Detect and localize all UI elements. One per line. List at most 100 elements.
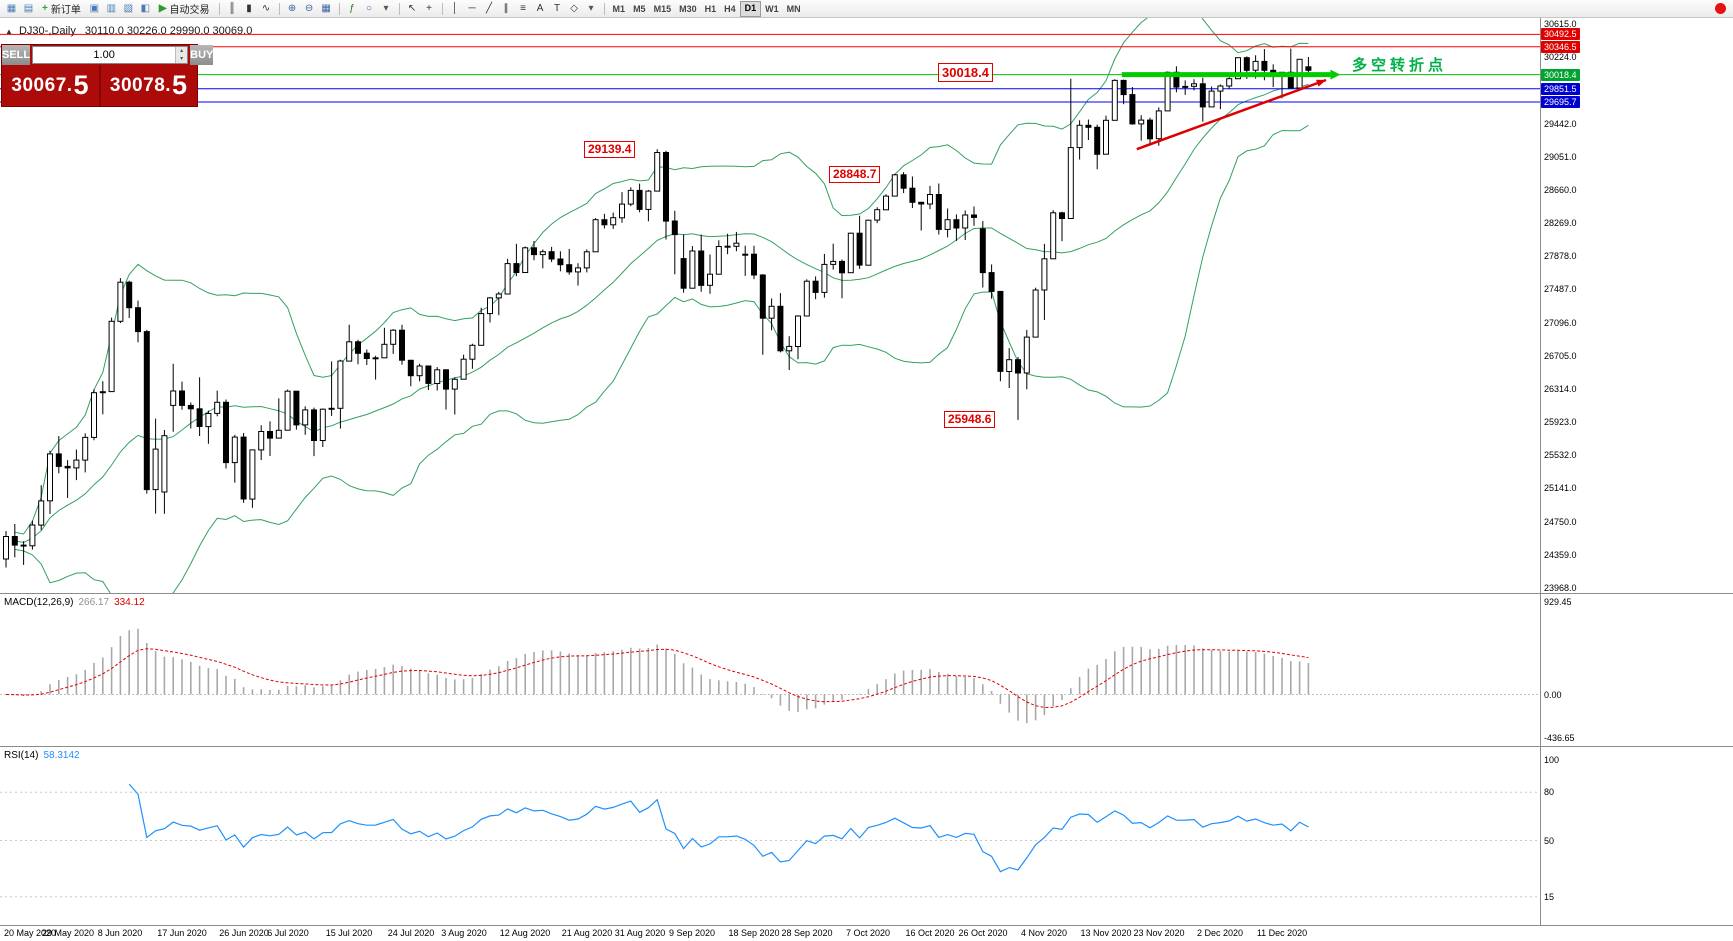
indicators-icon[interactable]: ƒ — [349, 3, 355, 14]
auto-trading-button[interactable]: ▶ 自动交易 — [154, 1, 215, 16]
price-axis-label: 28269.0 — [1544, 218, 1577, 228]
auto-trading-button-label: 自动交易 — [169, 5, 210, 16]
tile-windows-icon[interactable]: ▦ — [321, 3, 331, 14]
new-chart-icon[interactable]: ▦ — [6, 3, 17, 14]
price-axis-label: 25141.0 — [1544, 483, 1577, 493]
volume-increase-button[interactable]: ▴ — [176, 47, 188, 55]
time-axis-label: 16 Oct 2020 — [905, 928, 955, 938]
price-axis-label: 25923.0 — [1544, 417, 1577, 427]
timeframe-h4[interactable]: H4 — [724, 3, 736, 14]
price-axis-label: 29051.0 — [1544, 152, 1577, 162]
main-chart[interactable] — [0, 18, 1541, 594]
bar-chart-icon[interactable]: ║ — [228, 3, 236, 14]
price-axis-label: 30224.0 — [1544, 52, 1577, 62]
panel-separator-rsi[interactable] — [0, 746, 1733, 747]
time-axis-label: 28 Sep 2020 — [781, 928, 833, 938]
periods-icon[interactable]: ○ — [366, 3, 373, 14]
profiles-icon[interactable]: ▤ — [23, 3, 34, 14]
zoom-out-icon[interactable]: ⊖ — [304, 3, 314, 14]
data-window-icon[interactable]: ▧ — [123, 3, 134, 14]
timeframe-mn[interactable]: MN — [786, 3, 801, 14]
price-label-25948[interactable]: 25948.6 — [944, 411, 996, 428]
timeframe-d1[interactable]: D1 — [739, 0, 762, 17]
chart-title: ▲ DJ30-,Daily 30110.0 30226.0 29990.0 30… — [5, 25, 252, 37]
time-axis-label: 18 Sep 2020 — [728, 928, 780, 938]
sell-button[interactable]: SELL — [2, 45, 31, 65]
price-axis-label: 28660.0 — [1544, 185, 1577, 195]
new-order-button-label: 新订单 — [50, 5, 81, 16]
price-label-29139[interactable]: 29139.4 — [584, 141, 636, 158]
time-axis-label: 3 Aug 2020 — [441, 928, 487, 938]
label-icon[interactable]: T — [553, 3, 561, 14]
charts-icon[interactable]: ▣ — [89, 3, 100, 14]
auto-trading-button-icon: ▶ — [158, 3, 167, 14]
rsi-label: RSI(14) 58.3142 — [4, 750, 80, 761]
toolbar-separator — [218, 2, 220, 15]
panel-separator-macd[interactable] — [0, 593, 1733, 594]
buy-button[interactable]: BUY — [190, 45, 214, 65]
price-axis-label: 26314.0 — [1544, 384, 1577, 394]
time-axis-label: 4 Nov 2020 — [1020, 928, 1068, 938]
sell-price[interactable]: 30067. 5 — [2, 65, 101, 106]
macd-axis-label: -436.65 — [1544, 733, 1575, 743]
shapes-icon[interactable]: ◇ — [570, 3, 578, 14]
time-axis-label: 13 Nov 2020 — [1080, 928, 1132, 938]
crosshair-icon[interactable]: + — [426, 3, 432, 14]
trendline-icon[interactable]: ╱ — [486, 3, 493, 14]
navigator-icon[interactable]: ◧ — [140, 3, 151, 14]
timeframe-m1[interactable]: M1 — [612, 3, 626, 14]
horizontal-line-icon[interactable]: ─ — [468, 3, 476, 14]
price-axis-label: 24750.0 — [1544, 517, 1577, 527]
arrows-dropdown-icon[interactable]: ▾ — [588, 3, 594, 14]
toolbar-separator — [603, 2, 605, 15]
volume-input[interactable] — [33, 47, 176, 63]
templates-dropdown-icon[interactable]: ▾ — [383, 3, 389, 14]
cursor-icon[interactable]: ↖ — [407, 3, 417, 14]
toolbar-separator — [338, 2, 340, 15]
time-axis-label: 23 Nov 2020 — [1133, 928, 1185, 938]
toolbar: ▦ ▤ + 新订单 ▣ ▥ ▧ ◧ ▶ 自动交易 ║ ▮ ∿ ⊕ ⊖ ▦ ƒ ○ ▾ ↖ + │ ─ ╱ ∥ ≡ A T ◇ ▾ M1 M5 M… — [0, 0, 1733, 18]
time-axis-label: 20 May 2020 — [3, 928, 57, 938]
candlestick-icon[interactable]: ▮ — [246, 3, 252, 14]
time-axis-label: 9 Sep 2020 — [668, 928, 716, 938]
zoom-in-icon[interactable]: ⊕ — [287, 3, 297, 14]
price-label-28848[interactable]: 28848.7 — [829, 166, 881, 183]
rsi-axis-label: 80 — [1544, 787, 1555, 797]
turning-point-label[interactable]: 多空转折点 — [1352, 57, 1448, 74]
rsi-axis-label: 15 — [1544, 892, 1555, 902]
time-axis-label: 26 Jun 2020 — [219, 928, 269, 938]
one-click-toggle-icon[interactable]: ▲ — [5, 27, 13, 36]
timeframe-w1[interactable]: W1 — [765, 3, 779, 14]
timeframe-m30[interactable]: M30 — [679, 3, 697, 14]
toolbar-separator — [398, 2, 400, 15]
price-axis-label: 24359.0 — [1544, 550, 1577, 560]
rsi-axis-label: 100 — [1544, 755, 1560, 765]
timeframe-m5[interactable]: M5 — [633, 3, 646, 14]
fibonacci-icon[interactable]: ≡ — [520, 3, 526, 14]
buy-price[interactable]: 30078. 5 — [109, 70, 188, 100]
text-icon[interactable]: A — [536, 3, 544, 14]
macd-axis-label: 0.00 — [1544, 690, 1562, 700]
channel-icon[interactable]: ∥ — [503, 3, 509, 14]
volume-decrease-button[interactable]: ▾ — [176, 55, 188, 63]
macd-label: MACD(12,26,9) 266.17 334.12 — [4, 597, 145, 608]
timeframe-h1[interactable]: H1 — [704, 3, 717, 14]
price-axis-border[interactable] — [1540, 18, 1541, 925]
new-order-button[interactable]: + 新订单 — [37, 1, 86, 16]
time-axis-label: 24 Jul 2020 — [387, 928, 435, 938]
rsi-panel[interactable] — [0, 747, 1541, 925]
vertical-line-icon[interactable]: │ — [451, 3, 459, 14]
macd-panel[interactable] — [0, 594, 1541, 747]
time-axis-label: 21 Aug 2020 — [561, 928, 613, 938]
price-axis-label: 26705.0 — [1544, 351, 1577, 361]
price-axis-label: 23968.0 — [1544, 583, 1577, 593]
time-axis-label: 31 Aug 2020 — [614, 928, 666, 938]
macd-axis-label: 929.45 — [1544, 597, 1572, 607]
timeframe-m15[interactable]: M15 — [653, 3, 672, 14]
time-axis-label: 2 Dec 2020 — [1196, 928, 1244, 938]
market-watch-icon[interactable]: ▥ — [106, 3, 117, 14]
price-tag-30346.5: 30346.5 — [1541, 41, 1580, 53]
line-chart-icon[interactable]: ∿ — [261, 3, 271, 14]
price-label-30018[interactable]: 30018.4 — [938, 63, 993, 82]
notification-dot[interactable] — [1715, 3, 1726, 14]
